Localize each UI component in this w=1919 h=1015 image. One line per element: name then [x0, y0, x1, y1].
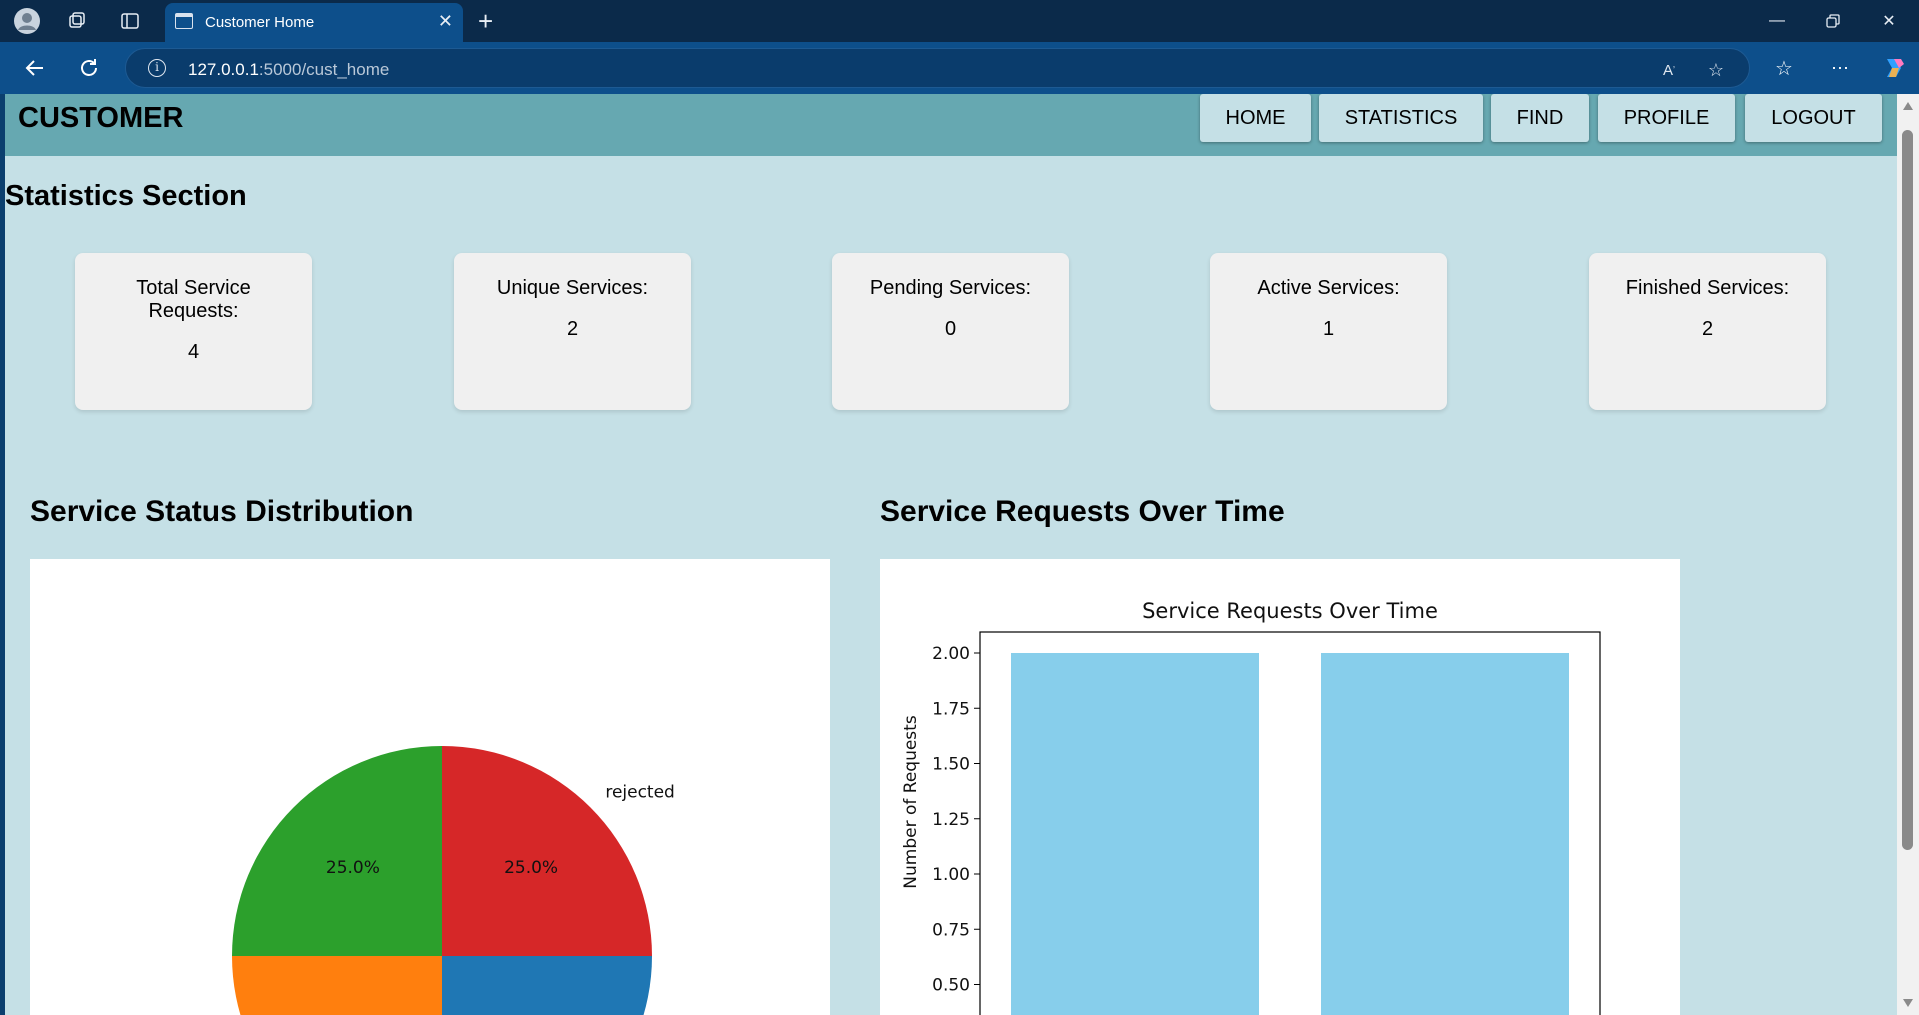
stat-card-unique: Unique Services: 2	[454, 253, 691, 410]
stat-card-value: 4	[187, 341, 200, 363]
bar-chart-title: Service Requests Over Time	[1142, 599, 1438, 623]
vertical-scrollbar[interactable]	[1897, 94, 1919, 1015]
tab-actions-icon[interactable]	[115, 6, 145, 36]
stat-card-label: Active Services:	[1257, 277, 1400, 299]
tab-title: Customer Home	[205, 14, 315, 31]
y-tick-label: 1.25	[932, 810, 970, 830]
pie-slice	[232, 956, 442, 1015]
pie-percent-label: 25.0%	[326, 858, 380, 878]
stat-card-value: 1	[1322, 318, 1335, 340]
stat-card-active: Active Services: 1	[1210, 253, 1447, 410]
page-viewport: CUSTOMER HOME STATISTICS FIND PROFILE LO…	[5, 94, 1897, 1015]
favorite-star-icon[interactable]: ☆	[1707, 59, 1725, 80]
statistics-section-title: Statistics Section	[5, 180, 247, 212]
site-info-icon[interactable]: i	[148, 59, 166, 77]
y-tick-label: 1.75	[932, 699, 970, 719]
y-tick-label: 1.00	[932, 865, 970, 885]
bar-chart: Service Requests Over Time 0.50 0.75 1.00 1.…	[901, 599, 1601, 1015]
stat-card-pending: Pending Services: 0	[832, 253, 1069, 410]
stat-card-finished: Finished Services: 2	[1589, 253, 1826, 410]
stat-card-value: 2	[1701, 318, 1714, 340]
y-tick-label: 1.50	[932, 755, 970, 775]
minimize-icon[interactable]: —	[1769, 12, 1785, 29]
back-icon[interactable]	[20, 53, 50, 83]
scroll-up-icon[interactable]	[1903, 102, 1913, 110]
nav-find-button[interactable]: FIND	[1491, 94, 1589, 142]
brand-title: CUSTOMER	[18, 102, 184, 134]
bar-chart-panel: Service Requests Over Time 0.50 0.75 1.00 1.…	[880, 559, 1680, 1015]
restore-icon[interactable]	[1811, 8, 1855, 34]
more-icon[interactable]: ⋯	[1831, 57, 1849, 78]
y-tick-label: 0.50	[932, 976, 970, 996]
nav-statistics-button[interactable]: STATISTICS	[1319, 94, 1483, 142]
pie-slice	[442, 956, 652, 1015]
copilot-icon[interactable]	[1879, 53, 1909, 83]
tab-favicon-icon	[175, 13, 193, 29]
pie-chart-heading: Service Status Distribution	[30, 495, 414, 528]
bar	[1321, 653, 1569, 1015]
scroll-down-icon[interactable]	[1903, 999, 1913, 1007]
new-tab-icon[interactable]: +	[478, 6, 494, 36]
profile-icon[interactable]	[12, 6, 42, 36]
pie-category-label: rejected	[605, 783, 675, 803]
pie-percent-label: 25.0%	[504, 858, 558, 878]
y-axis-label: Number of Requests	[901, 715, 921, 889]
stat-card-label: Pending Services:	[869, 277, 1032, 299]
y-tick-label: 2.00	[932, 644, 970, 664]
scroll-thumb[interactable]	[1902, 130, 1913, 850]
y-tick-label: 0.75	[932, 920, 970, 940]
pie-slice	[442, 746, 652, 956]
url-text: 127.0.0.1:5000/cust_home	[188, 60, 389, 80]
workspaces-icon[interactable]	[62, 6, 92, 36]
stat-card-value: 0	[944, 318, 957, 340]
stat-card-label: Total Service Requests:	[136, 277, 251, 322]
stat-card-total: Total Service Requests: 4	[75, 253, 312, 410]
bar-chart-heading: Service Requests Over Time	[880, 495, 1285, 528]
favorites-icon[interactable]: ☆	[1775, 57, 1793, 80]
active-tab[interactable]: Customer Home ✕	[165, 3, 463, 42]
url-path: :5000/cust_home	[258, 60, 390, 79]
plot-frame	[979, 631, 1601, 1015]
tab-close-icon[interactable]: ✕	[437, 11, 453, 31]
stat-card-label: Unique Services:	[496, 277, 649, 299]
refresh-icon[interactable]	[74, 53, 104, 83]
stat-card-value: 2	[566, 318, 579, 340]
stat-card-label: Finished Services:	[1625, 277, 1790, 299]
browser-titlebar: Customer Home ✕ + — ✕	[0, 0, 1919, 42]
nav-home-button[interactable]: HOME	[1200, 94, 1311, 142]
nav-profile-button[interactable]: PROFILE	[1598, 94, 1735, 142]
url-host: 127.0.0.1	[188, 60, 259, 79]
bar	[1011, 653, 1259, 1015]
app-header: CUSTOMER HOME STATISTICS FIND PROFILE LO…	[5, 94, 1897, 156]
pie-slice	[232, 746, 442, 956]
nav-logout-button[interactable]: LOGOUT	[1745, 94, 1882, 142]
close-window-icon[interactable]: ✕	[1882, 13, 1896, 30]
